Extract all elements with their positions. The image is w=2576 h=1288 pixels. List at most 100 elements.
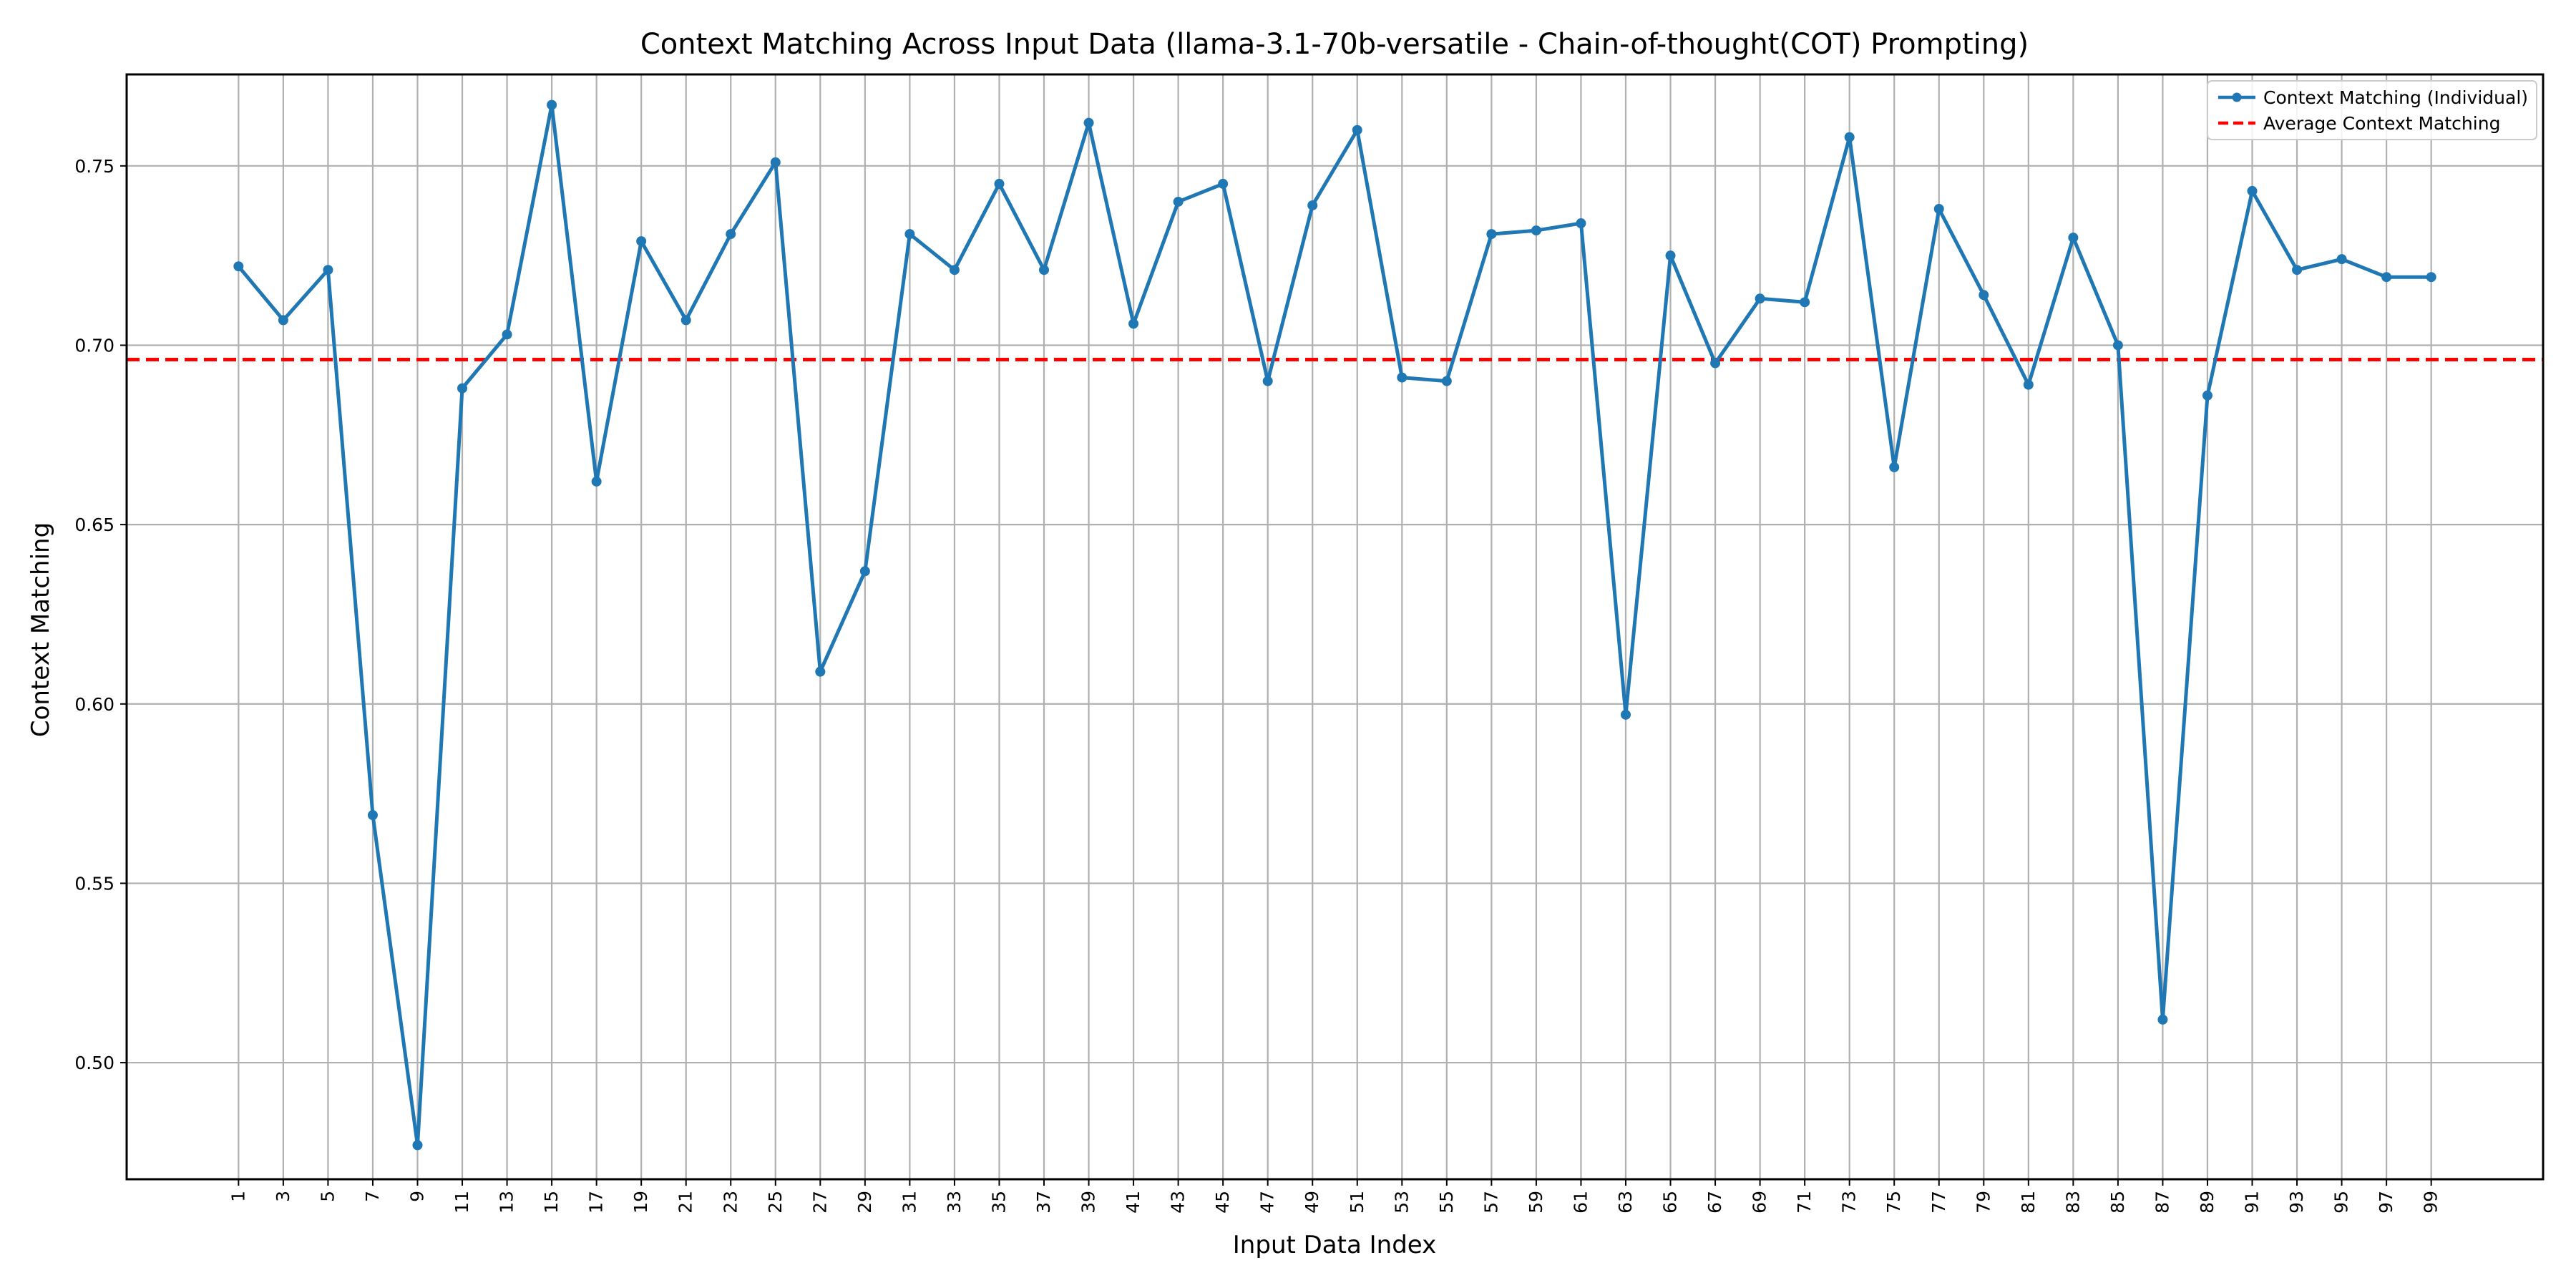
- legend-box: [2207, 80, 2537, 140]
- data-point: [1665, 250, 1676, 261]
- data-point: [2336, 254, 2347, 265]
- data-point: [2202, 390, 2212, 401]
- data-point: [949, 265, 960, 275]
- data-point: [367, 810, 378, 821]
- data-point: [1083, 117, 1094, 128]
- data-point: [904, 229, 915, 240]
- data-point: [233, 261, 244, 272]
- data-point: [412, 1140, 423, 1151]
- x-tick-label: 79: [1973, 1191, 1994, 1214]
- x-tick-label: 55: [1436, 1191, 1457, 1214]
- legend: Context Matching (Individual) Average Co…: [2207, 80, 2537, 140]
- data-point: [323, 265, 333, 275]
- x-ticks: 1 3 5 7 9 11 13 15 17 19 21 23 25 27 29 31 33 35 37 39 41 43 4…: [228, 1179, 2441, 1214]
- x-tick-label: 23: [720, 1191, 741, 1214]
- legend-series-marker: [2232, 92, 2242, 102]
- x-tick-label: 69: [1750, 1191, 1770, 1214]
- data-point: [1128, 318, 1139, 329]
- data-point: [2292, 265, 2303, 275]
- data-point: [1710, 358, 1721, 369]
- data-point: [1173, 196, 1184, 207]
- x-tick-label: 53: [1391, 1191, 1412, 1214]
- series-layer: [233, 99, 2436, 1151]
- x-tick-label: 11: [452, 1191, 472, 1214]
- legend-average-label: Average Context Matching: [2263, 113, 2500, 134]
- x-tick-label: 13: [497, 1191, 517, 1214]
- data-point: [547, 99, 557, 110]
- data-point: [2112, 340, 2123, 351]
- data-point: [1307, 200, 1318, 210]
- x-tick-label: 9: [406, 1191, 427, 1202]
- data-point: [2381, 272, 2392, 283]
- series-line: [237, 103, 2431, 1147]
- data-point: [1933, 203, 1944, 214]
- x-tick-label: 25: [765, 1191, 786, 1214]
- data-point: [994, 178, 1005, 189]
- x-tick-label: 39: [1078, 1191, 1099, 1214]
- x-tick-label: 99: [2421, 1191, 2441, 1214]
- x-tick-label: 31: [899, 1191, 919, 1214]
- x-tick-label: 21: [675, 1191, 696, 1214]
- data-point: [859, 566, 870, 577]
- legend-series-label: Context Matching (Individual): [2263, 87, 2528, 108]
- data-point: [1352, 125, 1362, 135]
- x-tick-label: 3: [273, 1191, 293, 1202]
- x-tick-label: 95: [2331, 1191, 2352, 1214]
- x-tick-label: 41: [1123, 1191, 1143, 1214]
- data-point: [1755, 293, 1765, 304]
- data-point: [2426, 272, 2436, 283]
- data-point: [636, 236, 647, 247]
- data-point: [1576, 218, 1586, 229]
- data-point: [591, 476, 602, 487]
- x-tick-label: 19: [630, 1191, 651, 1214]
- data-point: [2157, 1014, 2168, 1025]
- x-tick-label: 29: [854, 1191, 875, 1214]
- x-tick-label: 71: [1794, 1191, 1815, 1214]
- data-point: [1844, 132, 1855, 142]
- x-tick-label: 51: [1347, 1191, 1367, 1214]
- x-tick-label: 83: [2062, 1191, 2083, 1214]
- x-tick-label: 33: [944, 1191, 965, 1214]
- y-tick-label: 0.70: [74, 335, 114, 356]
- x-tick-label: 65: [1660, 1191, 1681, 1214]
- x-tick-label: 57: [1480, 1191, 1501, 1214]
- data-point: [1262, 376, 1273, 386]
- data-point: [1531, 225, 1541, 236]
- y-tick-label: 0.60: [74, 694, 114, 715]
- data-point: [770, 157, 781, 167]
- data-point: [1441, 376, 1452, 386]
- data-point: [2068, 233, 2079, 243]
- x-tick-label: 61: [1570, 1191, 1591, 1214]
- data-point: [1889, 462, 1900, 472]
- data-point: [457, 383, 468, 394]
- x-tick-label: 73: [1839, 1191, 1860, 1214]
- data-point: [1397, 372, 1407, 383]
- data-point: [1800, 297, 1810, 308]
- data-point: [726, 229, 736, 240]
- data-point: [2023, 379, 2034, 390]
- x-tick-label: 85: [2107, 1191, 2128, 1214]
- data-point: [815, 666, 826, 677]
- y-tick-label: 0.75: [74, 156, 114, 177]
- data-point: [2247, 185, 2258, 196]
- x-tick-label: 91: [2242, 1191, 2263, 1214]
- x-tick-label: 97: [2376, 1191, 2396, 1214]
- x-tick-label: 87: [2152, 1191, 2172, 1214]
- x-tick-label: 7: [362, 1191, 383, 1202]
- x-tick-label: 45: [1212, 1191, 1233, 1214]
- x-tick-label: 1: [228, 1191, 248, 1202]
- x-tick-label: 5: [317, 1191, 338, 1202]
- x-tick-label: 15: [541, 1191, 562, 1214]
- x-tick-label: 47: [1257, 1191, 1278, 1214]
- y-tick-label: 0.55: [74, 873, 114, 894]
- x-tick-label: 93: [2286, 1191, 2307, 1214]
- chart-title: Context Matching Across Input Data (llam…: [640, 28, 2029, 61]
- data-point: [502, 329, 512, 340]
- data-point: [1486, 229, 1497, 240]
- data-point: [278, 315, 288, 326]
- data-point: [1218, 178, 1229, 189]
- data-point: [1620, 709, 1631, 720]
- y-axis-label: Context Matching: [26, 522, 55, 737]
